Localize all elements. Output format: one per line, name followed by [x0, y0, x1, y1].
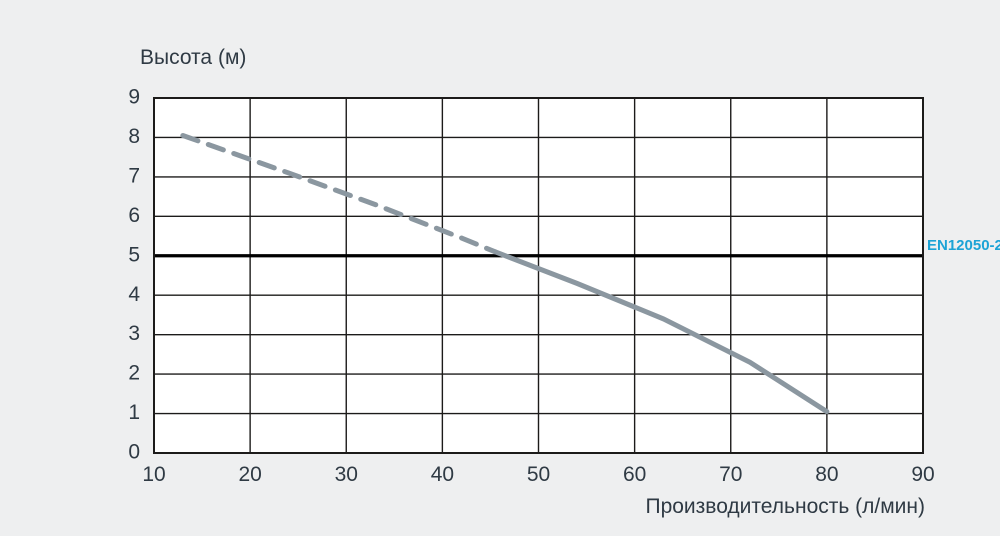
- x-tick-label: 30: [335, 463, 358, 486]
- y-tick-label: 1: [128, 401, 140, 424]
- y-tick-label: 6: [128, 204, 140, 227]
- x-tick-label: 10: [142, 463, 165, 486]
- chart-svg: 0 1 2 3 4 5 6 7 8 9 10 20 30 40 50 60 70 80 90 Высота (м) Пр…: [0, 0, 1000, 536]
- x-tick-label: 70: [719, 463, 742, 486]
- x-tick-label: 80: [815, 463, 838, 486]
- y-tick-label: 8: [128, 125, 140, 148]
- x-tick-label: 90: [911, 463, 934, 486]
- y-tick-label: 3: [128, 322, 140, 345]
- y-tick-label: 4: [128, 283, 140, 306]
- x-tick-label: 50: [527, 463, 550, 486]
- y-tick-label: 5: [128, 243, 140, 266]
- x-tick-label: 60: [623, 463, 646, 486]
- x-tick-label: 20: [238, 463, 261, 486]
- y-tick-label: 9: [128, 86, 140, 109]
- x-tick-label: 40: [431, 463, 454, 486]
- y-tick-label: 7: [128, 164, 140, 187]
- pump-curve-chart: 0 1 2 3 4 5 6 7 8 9 10 20 30 40 50 60 70 80 90 Высота (м) Пр…: [0, 0, 1000, 536]
- y-tick-label: 2: [128, 362, 140, 385]
- annotation-en12050-2: EN12050-2: [927, 237, 1000, 254]
- x-axis-label: Производительность (л/мин): [645, 495, 925, 518]
- y-tick-label: 0: [128, 441, 140, 464]
- y-axis-label: Высота (м): [140, 46, 246, 69]
